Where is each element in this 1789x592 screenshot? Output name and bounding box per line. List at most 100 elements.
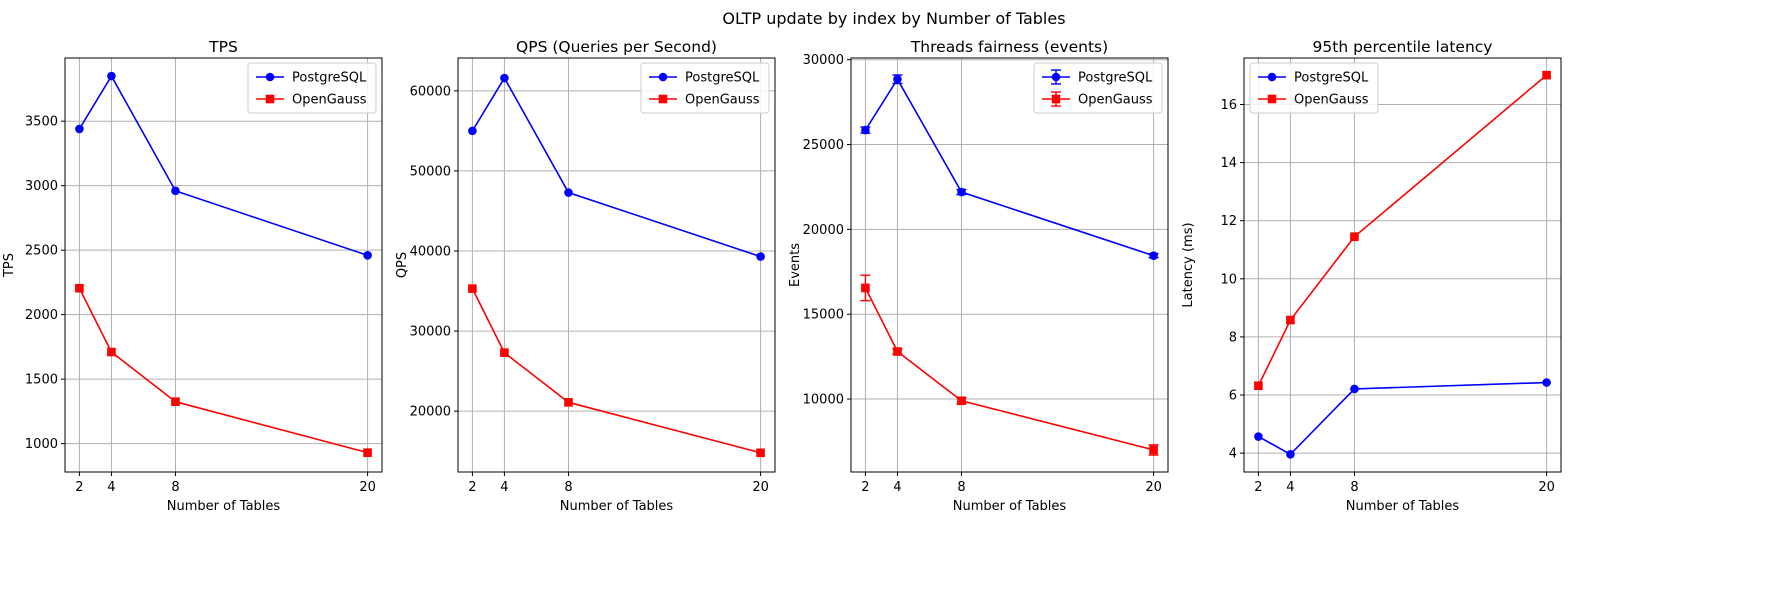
y-tick-label: 10000: [803, 393, 844, 408]
y-tick-label: 3500: [25, 115, 58, 130]
x-tick-label: 8: [957, 480, 965, 495]
subplot-title: TPS: [208, 38, 238, 56]
y-tick-label: 12: [1220, 214, 1237, 229]
y-tick-label: 30000: [803, 53, 844, 68]
legend-marker: [658, 94, 668, 104]
x-tick-label: 4: [1286, 480, 1294, 495]
x-tick-label: 2: [1254, 480, 1262, 495]
axes-frame: [457, 57, 776, 473]
legend: PostgreSQL OpenGauss: [1249, 62, 1379, 114]
legend-label: PostgreSQL: [1078, 71, 1153, 86]
legend-label: OpenGauss: [1078, 93, 1153, 108]
y-tick-label: 2000: [25, 308, 58, 323]
series-postgresql: [860, 74, 1159, 260]
y-tick-label: 20000: [410, 405, 451, 420]
data-point: [1350, 232, 1359, 241]
data-point: [107, 71, 116, 81]
legend-entry-postgresql: PostgreSQL: [649, 71, 760, 86]
legend-entry-postgresql: PostgreSQL: [1042, 69, 1153, 86]
x-tick-label: 4: [893, 480, 901, 495]
data-point: [363, 448, 372, 457]
legend-entry-postgresql: PostgreSQL: [256, 71, 367, 86]
legend-box: [1249, 62, 1379, 114]
series-opengauss: [75, 283, 372, 457]
legend-entry-opengauss: OpenGauss: [1042, 91, 1153, 108]
x-tick-label: 2: [75, 480, 83, 495]
data-point: [1286, 449, 1295, 459]
legend-entry-opengauss: OpenGauss: [649, 93, 760, 108]
subplot-3: 2 4 8 20 10000 15000 20000 25000 30000 Threads fa…: [788, 38, 1169, 514]
legend-marker: [265, 94, 275, 104]
data-point: [861, 125, 870, 135]
series-line: [78, 287, 368, 454]
x-axis-label: Number of Tables: [953, 499, 1067, 514]
legend-marker: [1051, 94, 1061, 104]
series-line: [864, 77, 1154, 257]
subplot-title: Threads fairness (events): [910, 38, 1108, 56]
x-axis-label: Number of Tables: [1346, 499, 1460, 514]
y-tick-label: 16: [1220, 98, 1237, 113]
data-point: [1254, 432, 1263, 441]
data-point: [957, 187, 966, 197]
series-opengauss: [468, 284, 765, 458]
legend-marker: [265, 72, 275, 82]
y-axis-label: TPS: [2, 253, 17, 278]
x-tick-label: 4: [500, 480, 508, 495]
figure-suptitle: OLTP update by index by Number of Tables: [722, 9, 1065, 28]
data-point: [1149, 251, 1158, 260]
x-tick-label: 20: [1538, 480, 1555, 495]
y-tick-label: 60000: [410, 84, 451, 99]
y-axis-label: Events: [788, 243, 803, 287]
legend-marker: [1051, 72, 1061, 82]
data-point: [1542, 70, 1551, 80]
axes-frame: [850, 57, 1169, 473]
series-line: [864, 287, 1154, 451]
y-tick-label: 25000: [803, 138, 844, 153]
y-tick-label: 15000: [803, 308, 844, 323]
x-tick-label: 4: [107, 480, 115, 495]
data-point: [363, 251, 372, 260]
y-tick-label: 10: [1220, 272, 1237, 287]
legend-label: PostgreSQL: [292, 71, 367, 86]
series-line: [471, 288, 761, 454]
x-axis-label: Number of Tables: [560, 499, 674, 514]
x-tick-label: 8: [1350, 480, 1358, 495]
y-axis-label: Latency (ms): [1181, 222, 1196, 307]
legend-marker: [1267, 72, 1277, 82]
subplot-1: 2 4 8 20 1000 1500 2000 2500 3000 3500 TPS Number o…: [2, 38, 383, 514]
x-tick-label: 20: [752, 480, 769, 495]
data-point: [171, 397, 180, 407]
legend-box: [640, 62, 770, 114]
series-line: [1258, 381, 1547, 456]
y-tick-label: 14: [1220, 156, 1237, 171]
legend: PostgreSQL OpenGauss: [1033, 62, 1163, 114]
data-point: [564, 398, 573, 407]
y-tick-label: 3000: [25, 179, 58, 194]
data-point: [1254, 381, 1263, 391]
legend: PostgreSQL OpenGauss: [247, 62, 377, 114]
y-tick-label: 6: [1229, 389, 1237, 404]
legend-label: PostgreSQL: [685, 71, 760, 86]
data-point: [1350, 384, 1359, 394]
data-point: [1149, 445, 1158, 455]
series-line: [1257, 74, 1548, 387]
data-point: [468, 284, 477, 293]
y-tick-label: 8: [1229, 330, 1237, 345]
x-tick-label: 8: [171, 480, 179, 495]
subplot-2: 2 4 8 20 20000 30000 40000 50000 60000 QPS (Queri…: [395, 38, 776, 514]
y-tick-label: 20000: [803, 223, 844, 238]
data-point: [468, 126, 477, 136]
axes-frame: [64, 57, 383, 473]
data-point: [756, 448, 765, 458]
x-tick-label: 20: [1145, 480, 1162, 495]
x-tick-label: 2: [861, 480, 869, 495]
data-point: [957, 396, 966, 406]
series-line: [471, 76, 761, 258]
series-postgresql: [75, 71, 372, 260]
legend: PostgreSQL OpenGauss: [640, 62, 770, 114]
series-postgresql: [468, 73, 765, 261]
data-point: [893, 347, 902, 356]
legend-entry-opengauss: OpenGauss: [256, 93, 367, 108]
series-opengauss: [860, 274, 1159, 456]
